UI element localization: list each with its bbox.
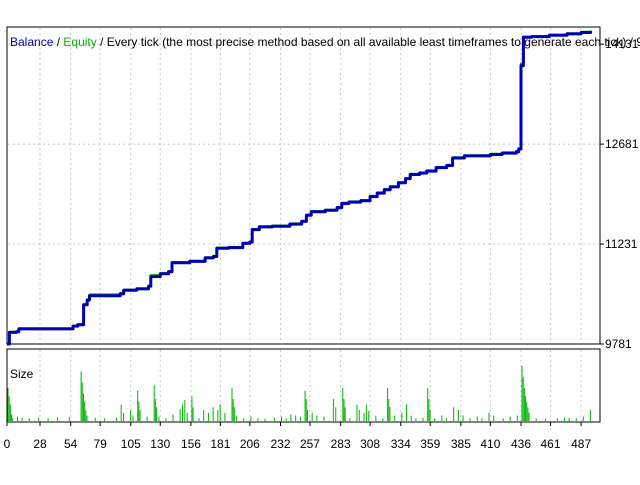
x-tick-label: 232 [270, 437, 290, 451]
size-plot-frame [6, 348, 601, 423]
x-tick-label: 487 [571, 437, 591, 451]
x-tick-label: 130 [150, 437, 170, 451]
x-tick-label: 0 [4, 437, 11, 451]
x-tick-label: 105 [121, 437, 141, 451]
series-lines [7, 30, 593, 346]
legend-equity: Equity [63, 35, 96, 49]
x-tick-label: 206 [240, 437, 260, 451]
size-panel-label: Size [10, 367, 34, 381]
x-tick-label: 79 [93, 437, 107, 451]
x-tick-label: 257 [300, 437, 320, 451]
size-bars [7, 366, 591, 421]
x-tick-label: 308 [360, 437, 380, 451]
x-tick-label: 461 [540, 437, 560, 451]
legend-separator: / [53, 35, 63, 49]
x-tick-label: 54 [64, 437, 78, 451]
legend-description: / Every tick (the most precise method ba… [97, 35, 640, 49]
legend-balance: Balance [10, 35, 54, 49]
x-tick-label: 359 [420, 437, 440, 451]
x-tick-label: 385 [451, 437, 471, 451]
y-tick-label: 11231 [605, 237, 638, 251]
main-plot-frame [6, 26, 601, 345]
y-tick-label: 14131 [605, 37, 639, 51]
x-tick-label: 156 [181, 437, 201, 451]
balance-line [7, 31, 593, 346]
x-tick-label: 283 [331, 437, 351, 451]
y-tick-labels: 9781 11231 12681 14131 [600, 37, 639, 351]
x-tick-label: 28 [33, 437, 47, 451]
x-tick-label: 181 [210, 437, 230, 451]
x-tick-label: 334 [391, 437, 411, 451]
y-tick-label: 9781 [605, 337, 632, 351]
x-tick-label: 436 [511, 437, 531, 451]
y-tick-label: 12681 [605, 137, 639, 151]
x-tick-labels: 0 28 54 79 105 130 156 181 206 232 257 283 308 334 359… [4, 422, 591, 451]
x-tick-label: 410 [480, 437, 500, 451]
chart-legend: Balance / Equity / Every tick (the most … [10, 35, 640, 49]
grid-lines [8, 28, 599, 421]
